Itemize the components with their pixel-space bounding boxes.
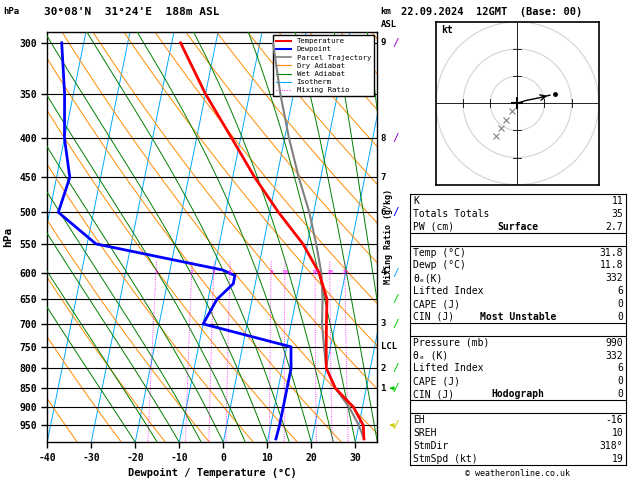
Text: /: / [393,319,399,329]
Text: km: km [381,7,391,17]
Text: 6: 6 [618,286,623,296]
Text: 1: 1 [154,270,158,275]
Text: 2.7: 2.7 [606,222,623,232]
Text: 20: 20 [326,270,333,275]
Text: 35: 35 [611,209,623,219]
Text: Pressure (mb): Pressure (mb) [413,338,489,347]
Text: 332: 332 [606,350,623,361]
Text: Hodograph: Hodograph [491,389,545,399]
Text: /: / [393,295,399,304]
Text: /: / [393,383,399,393]
Text: 22.09.2024  12GMT  (Base: 00): 22.09.2024 12GMT (Base: 00) [401,7,582,17]
Text: hPa: hPa [3,7,19,17]
Text: 990: 990 [606,338,623,347]
Text: CIN (J): CIN (J) [413,389,454,399]
Text: EH: EH [413,415,425,425]
Text: 8: 8 [269,270,273,275]
Text: 0: 0 [618,389,623,399]
Text: Most Unstable: Most Unstable [480,312,556,322]
Text: 10: 10 [281,270,289,275]
Text: 10: 10 [611,428,623,438]
Text: StmDir: StmDir [413,441,448,451]
Text: CAPE (J): CAPE (J) [413,376,460,386]
Text: 3: 3 [212,270,216,275]
Text: /: / [393,38,399,48]
Text: 2: 2 [381,364,386,373]
Text: 11: 11 [611,196,623,206]
Text: © weatheronline.co.uk: © weatheronline.co.uk [465,469,571,478]
Text: Mixing Ratio (g/kg): Mixing Ratio (g/kg) [384,190,393,284]
Text: Surface: Surface [498,222,538,232]
Text: 0: 0 [618,299,623,309]
Text: kt: kt [442,25,453,35]
Text: 30°08'N  31°24'E  188m ASL: 30°08'N 31°24'E 188m ASL [44,7,220,17]
Text: θₑ(K): θₑ(K) [413,273,443,283]
Text: 16: 16 [311,270,319,275]
Text: 3: 3 [381,319,386,329]
Text: θₑ (K): θₑ (K) [413,350,448,361]
Text: Lifted Index: Lifted Index [413,286,484,296]
Text: 318°: 318° [600,441,623,451]
Text: 332: 332 [606,273,623,283]
Text: 11.8: 11.8 [600,260,623,270]
Text: StmSpd (kt): StmSpd (kt) [413,453,478,464]
Legend: Temperature, Dewpoint, Parcel Trajectory, Dry Adiabat, Wet Adiabat, Isotherm, Mi: Temperature, Dewpoint, Parcel Trajectory… [274,35,374,96]
Text: 25: 25 [342,270,348,275]
Text: ASL: ASL [381,20,397,30]
Text: 4: 4 [228,270,231,275]
Text: Dewp (°C): Dewp (°C) [413,260,466,270]
Text: /: / [393,268,399,278]
Text: 2: 2 [190,270,194,275]
Text: 9: 9 [381,38,386,47]
Text: /: / [393,363,399,373]
Text: 6: 6 [381,208,386,217]
Text: 8: 8 [381,134,386,143]
Text: Lifted Index: Lifted Index [413,364,484,373]
Text: 0: 0 [618,312,623,322]
Text: CAPE (J): CAPE (J) [413,299,460,309]
Text: /: / [393,208,399,217]
X-axis label: Dewpoint / Temperature (°C): Dewpoint / Temperature (°C) [128,468,297,478]
Text: Temp (°C): Temp (°C) [413,247,466,258]
Text: CIN (J): CIN (J) [413,312,454,322]
Text: PW (cm): PW (cm) [413,222,454,232]
Text: -16: -16 [606,415,623,425]
Text: /: / [393,420,399,430]
Y-axis label: hPa: hPa [4,227,14,247]
Text: 19: 19 [611,453,623,464]
Text: Totals Totals: Totals Totals [413,209,489,219]
Text: 4: 4 [381,268,386,278]
Text: 0: 0 [618,376,623,386]
Text: 31.8: 31.8 [600,247,623,258]
Text: 6: 6 [618,364,623,373]
Text: 1: 1 [381,384,386,393]
Text: /: / [393,133,399,143]
Text: K: K [413,196,419,206]
Text: SREH: SREH [413,428,437,438]
Text: 7: 7 [381,173,386,182]
Text: LCL: LCL [381,342,397,351]
